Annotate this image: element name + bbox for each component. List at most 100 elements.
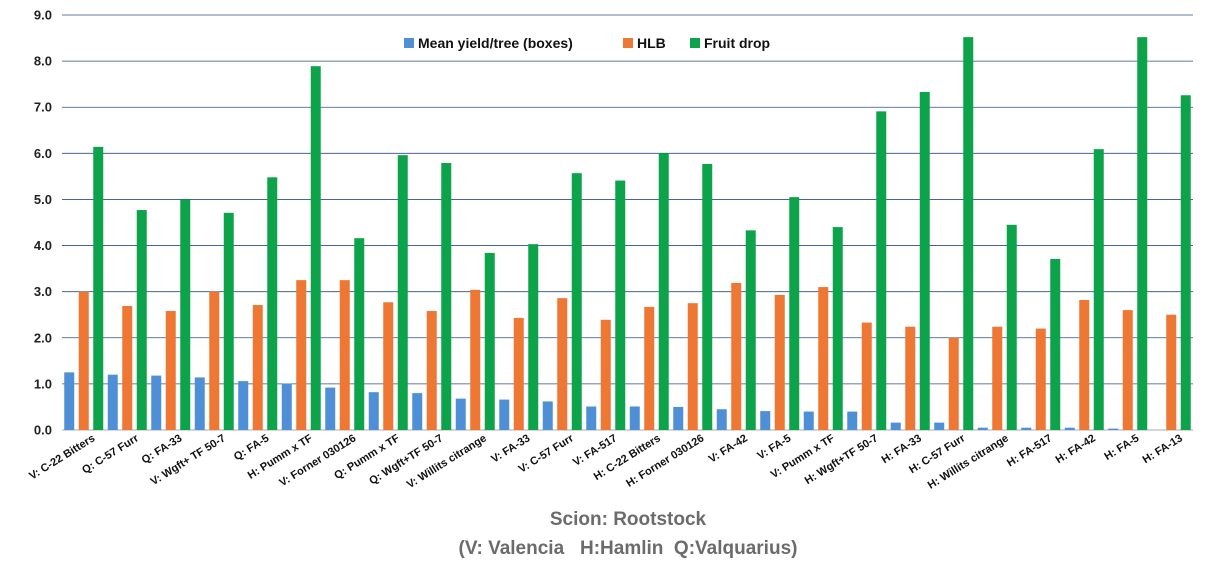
bar-hlb-h-fa-42 — [1079, 299, 1090, 430]
bar-yield-h-c-22-bitters — [629, 406, 640, 430]
bar-fruit-drop-v-fa-517 — [615, 180, 626, 430]
y-tick-label-8: 8.0 — [34, 54, 52, 69]
bar-fruit-drop-v-fa-33 — [528, 244, 539, 430]
bar-fruit-drop-h-forner-030126 — [702, 163, 713, 430]
bar-yield-v-pumm-x-tf — [803, 411, 814, 430]
bar-hlb-v-pumm-x-tf — [818, 287, 829, 430]
bar-fruit-drop-h-fa-42 — [1093, 149, 1104, 430]
gridlines — [62, 14, 1193, 431]
y-axis-ticks: 0.0 1.0 2.0 3.0 4.0 5.0 6.0 7.0 8.0 9.0 — [34, 8, 52, 438]
bar-yield-v-forner-030126 — [325, 387, 336, 430]
legend-swatch-yield — [404, 38, 414, 48]
bar-hlb-h-fa-13 — [1166, 314, 1177, 430]
bar-fruit-drop-v-fa-42 — [745, 230, 756, 430]
legend-item-hlb: HLB — [623, 35, 666, 51]
bar-hlb-h-fa-5 — [1122, 310, 1133, 430]
y-tick-label-3: 3.0 — [34, 284, 52, 299]
y-tick-label-1: 1.0 — [34, 376, 52, 391]
x-axis-subtitle: (V: Valencia H:Hamlin Q:Valquarius) — [459, 538, 798, 559]
bar-fruit-drop-q-fa-5 — [267, 177, 278, 430]
bar-yield-q-pumm-x-tf — [368, 392, 379, 430]
bar-fruit-drop-h-wgft-tf-50-7 — [876, 111, 887, 431]
bar-hlb-q-wgft-tf-50-7 — [426, 311, 437, 430]
x-tick-label-v-fa-5: V: FA-5 — [755, 432, 793, 462]
legend: Mean yield/tree (boxes) HLB Fruit drop — [404, 35, 770, 51]
bar-hlb-q-fa-33 — [165, 311, 176, 430]
bar-hlb-h-fa-517 — [1035, 328, 1046, 430]
bar-yield-v-willits-citrange — [455, 398, 466, 430]
legend-swatch-hlb — [623, 38, 633, 48]
bar-fruit-drop-q-pumm-x-tf — [397, 155, 408, 430]
bar-fruit-drop-h-willits-citrange — [1006, 224, 1017, 430]
bar-fruit-drop-h-fa-5 — [1137, 37, 1148, 430]
x-tick-label-v-fa-42: V: FA-42 — [707, 432, 750, 465]
bar-hlb-v-willits-citrange — [470, 289, 481, 430]
x-tick-label-h-fa-42: H: FA-42 — [1054, 432, 1098, 466]
bar-yield-v-fa-517 — [586, 406, 597, 430]
bar-yield-v-wgft-tf-50-7 — [194, 377, 205, 430]
bar-hlb-h-c-57-furr — [948, 337, 959, 430]
y-tick-label-0: 0.0 — [34, 423, 52, 438]
bar-fruit-drop-v-forner-030126 — [354, 238, 365, 430]
bar-fruit-drop-v-fa-5 — [789, 197, 800, 430]
bar-yield-q-fa-5 — [238, 381, 249, 430]
x-axis-title: Scion: Rootstock — [550, 509, 707, 530]
y-tick-label-4: 4.0 — [34, 238, 52, 253]
x-tick-label-h-forner-030126: H: Forner 030126 — [624, 432, 706, 489]
x-tick-label-h-fa-13: H: FA-13 — [1141, 432, 1185, 466]
legend-swatch-fruit-drop — [690, 38, 700, 48]
bar-fruit-drop-v-willits-citrange — [484, 252, 495, 430]
bar-yield-v-fa-42 — [716, 409, 727, 430]
bar-hlb-v-c-57-furr — [557, 298, 568, 430]
bar-hlb-h-c-22-bitters — [644, 306, 655, 430]
bar-yield-v-c-22-bitters — [64, 372, 75, 430]
bar-fruit-drop-h-fa-13 — [1180, 95, 1191, 430]
y-tick-label-5: 5.0 — [34, 192, 52, 207]
bar-hlb-v-c-22-bitters — [78, 291, 89, 430]
bar-yield-v-c-57-furr — [542, 401, 553, 430]
bar-yield-h-c-57-furr — [934, 422, 945, 430]
bar-hlb-q-fa-5 — [252, 305, 263, 430]
bar-hlb-v-fa-5 — [774, 294, 785, 430]
bar-fruit-drop-v-pumm-x-tf — [832, 227, 843, 430]
x-tick-label-h-fa-5: H: FA-5 — [1102, 432, 1141, 463]
bar-yield-h-fa-33 — [890, 422, 901, 430]
x-tick-label-h-willits-citrange: H: Willits citrange — [926, 432, 1011, 491]
bar-fruit-drop-h-c-22-bitters — [658, 153, 669, 430]
legend-item-yield: Mean yield/tree (boxes) — [404, 35, 573, 51]
y-tick-label-6: 6.0 — [34, 146, 52, 161]
x-tick-label-v-willits-citrange: V: Willits citrange — [405, 432, 489, 491]
bar-yield-h-pumm-x-tf — [281, 383, 292, 430]
bar-hlb-q-c-57-furr — [122, 305, 133, 430]
bar-hlb-h-forner-030126 — [687, 303, 698, 430]
bar-yield-q-wgft-tf-50-7 — [412, 393, 423, 430]
bar-fruit-drop-q-fa-33 — [180, 199, 191, 430]
bar-yield-q-c-57-furr — [107, 374, 118, 430]
bar-fruit-drop-v-wgft-tf-50-7 — [223, 212, 234, 430]
bar-hlb-v-fa-42 — [731, 282, 742, 430]
bar-yield-h-fa-5 — [1108, 428, 1119, 430]
y-tick-label-7: 7.0 — [34, 100, 52, 115]
bar-hlb-h-willits-citrange — [992, 326, 1003, 430]
bar-hlb-h-wgft-tf-50-7 — [861, 322, 872, 430]
bar-hlb-v-forner-030126 — [339, 280, 350, 430]
bar-hlb-h-pumm-x-tf — [296, 280, 307, 430]
bar-fruit-drop-h-fa-33 — [919, 92, 930, 430]
bar-yield-h-fa-42 — [1064, 427, 1075, 430]
legend-label-yield: Mean yield/tree (boxes) — [418, 35, 573, 51]
x-tick-label-h-wgft-tf-50-7: H: Wgft+TF 50-7 — [803, 432, 881, 487]
bar-yield-h-fa-517 — [1021, 427, 1032, 430]
legend-label-hlb: HLB — [637, 35, 666, 51]
bar-fruit-drop-v-c-22-bitters — [93, 146, 104, 430]
bar-yield-h-willits-citrange — [977, 427, 988, 430]
bar-hlb-q-pumm-x-tf — [383, 302, 394, 430]
bar-fruit-drop-v-c-57-furr — [571, 173, 582, 430]
bar-yield-h-forner-030126 — [673, 406, 684, 430]
bar-hlb-v-wgft-tf-50-7 — [209, 291, 220, 430]
bar-fruit-drop-h-fa-517 — [1050, 258, 1061, 430]
bar-yield-v-fa-33 — [499, 399, 510, 430]
bar-hlb-h-fa-33 — [905, 326, 916, 430]
